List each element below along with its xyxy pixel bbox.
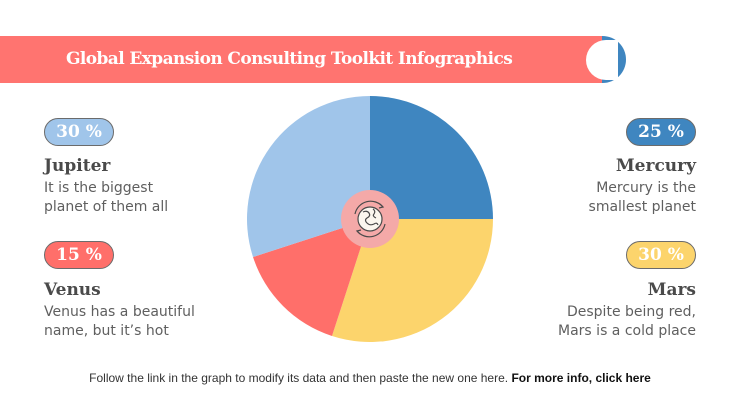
mars-desc-line2: Mars is a cold place [558,323,696,339]
pie-slice-jupiter[interactable] [247,96,370,258]
mercury-label: Mercury [615,156,696,176]
more-info-link[interactable]: For more info, click here [511,371,651,385]
title-banner [0,36,602,83]
mercury-description: Mercury is the smallest planet [516,179,696,217]
venus-label: Venus [44,280,101,300]
mercury-desc-line1: Mercury is the [596,180,696,196]
pie-slices [247,96,493,342]
pie-slice-venus[interactable] [253,219,370,336]
pie-slice-mars[interactable] [331,219,493,342]
jupiter-label: Jupiter [44,156,111,176]
pie-chart[interactable] [247,96,493,342]
footer-text: Follow the link in the graph to modify i… [89,371,512,385]
mars-desc-line1: Despite being red, [566,304,696,320]
jupiter-desc-line1: It is the biggest [44,180,154,196]
venus-desc-line2: name, but it’s hot [44,323,169,339]
venus-description: Venus has a beautiful name, but it’s hot [44,303,224,341]
globe-rotate-icon [354,200,386,238]
mars-description: Despite being red, Mars is a cold place [516,303,696,341]
mercury-desc-line2: smallest planet [588,199,696,215]
jupiter-desc-line2: planet of them all [44,199,169,215]
footer-note: Follow the link in the graph to modify i… [0,371,740,385]
jupiter-percent-badge: 30 % [44,118,114,146]
page-title: Global Expansion Consulting Toolkit Info… [66,49,513,69]
mars-percent-badge: 30 % [626,241,696,269]
venus-desc-line1: Venus has a beautiful [44,304,195,320]
jupiter-description: It is the biggest planet of them all [44,179,224,217]
pie-slice-mercury[interactable] [370,96,493,219]
mars-label: Mars [647,280,696,300]
banner-hole-decoration [586,40,618,80]
mercury-percent-badge: 25 % [626,118,696,146]
venus-percent-badge: 15 % [44,241,114,269]
